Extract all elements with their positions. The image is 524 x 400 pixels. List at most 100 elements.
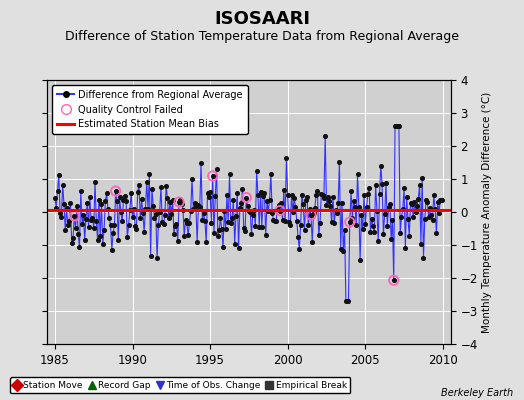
Point [377,163,385,169]
Point [298,192,306,198]
Point [350,197,358,204]
Point [239,225,248,232]
Point [269,216,278,223]
Point [63,222,72,228]
Point [261,232,270,238]
Point [93,237,102,243]
Point [79,212,88,218]
Point [411,209,420,216]
Point [75,244,84,250]
Point [84,223,93,230]
Point [246,209,254,216]
Point [275,202,283,208]
Point [358,226,367,232]
Point [399,206,407,213]
Point [372,182,380,188]
Point [184,232,192,238]
Point [286,222,294,228]
Point [190,200,199,206]
Point [341,226,349,233]
Point [430,192,438,198]
Point [112,188,120,194]
Point [410,199,419,206]
Point [421,216,429,222]
Point [109,230,117,236]
Point [276,208,284,214]
Point [304,222,313,228]
Point [351,204,359,210]
Point [149,203,157,209]
Point [100,227,108,233]
Point [73,202,81,209]
Point [344,298,353,304]
Point [321,132,330,139]
Point [225,171,234,177]
Point [405,232,413,239]
Point [369,222,377,229]
Point [131,222,139,229]
Point [256,189,265,195]
Point [82,216,90,222]
Point [167,211,176,218]
Point [119,197,128,203]
Point [308,238,316,245]
Text: ISOSAARI: ISOSAARI [214,10,310,28]
Point [343,298,352,304]
Point [92,217,101,224]
Point [378,181,386,188]
Point [373,208,381,214]
Point [197,160,205,166]
Point [168,197,177,203]
Point [201,218,209,224]
Point [427,212,435,218]
Point [231,240,239,247]
Point [206,189,214,196]
Point [122,198,130,204]
Point [183,220,191,226]
Point [324,194,332,200]
Point [285,219,293,225]
Point [202,239,211,246]
Point [242,194,250,201]
Point [422,197,430,204]
Point [320,194,328,201]
Point [311,205,319,211]
Point [222,226,230,232]
Point [251,223,259,229]
Point [379,231,388,237]
Point [175,199,183,205]
Point [380,211,389,218]
Point [326,203,334,210]
Point [107,246,116,253]
Point [254,192,262,199]
Point [370,229,378,235]
Point [52,204,60,211]
Point [404,216,412,222]
Point [233,190,242,196]
Point [70,213,79,219]
Point [71,225,80,231]
Point [157,184,165,190]
Point [228,215,236,222]
Point [263,198,271,204]
Point [267,171,275,178]
Point [433,199,442,206]
Point [352,222,361,228]
Point [74,231,82,237]
Point [209,173,217,179]
Point [268,210,276,216]
Point [105,215,113,222]
Point [258,224,266,230]
Point [104,206,112,212]
Point [193,238,201,245]
Point [134,188,142,195]
Point [81,237,89,244]
Point [137,196,146,202]
Point [139,210,147,216]
Point [181,217,190,224]
Point [237,200,245,206]
Point [413,202,421,209]
Point [78,220,86,227]
Point [436,197,444,203]
Point [198,217,206,223]
